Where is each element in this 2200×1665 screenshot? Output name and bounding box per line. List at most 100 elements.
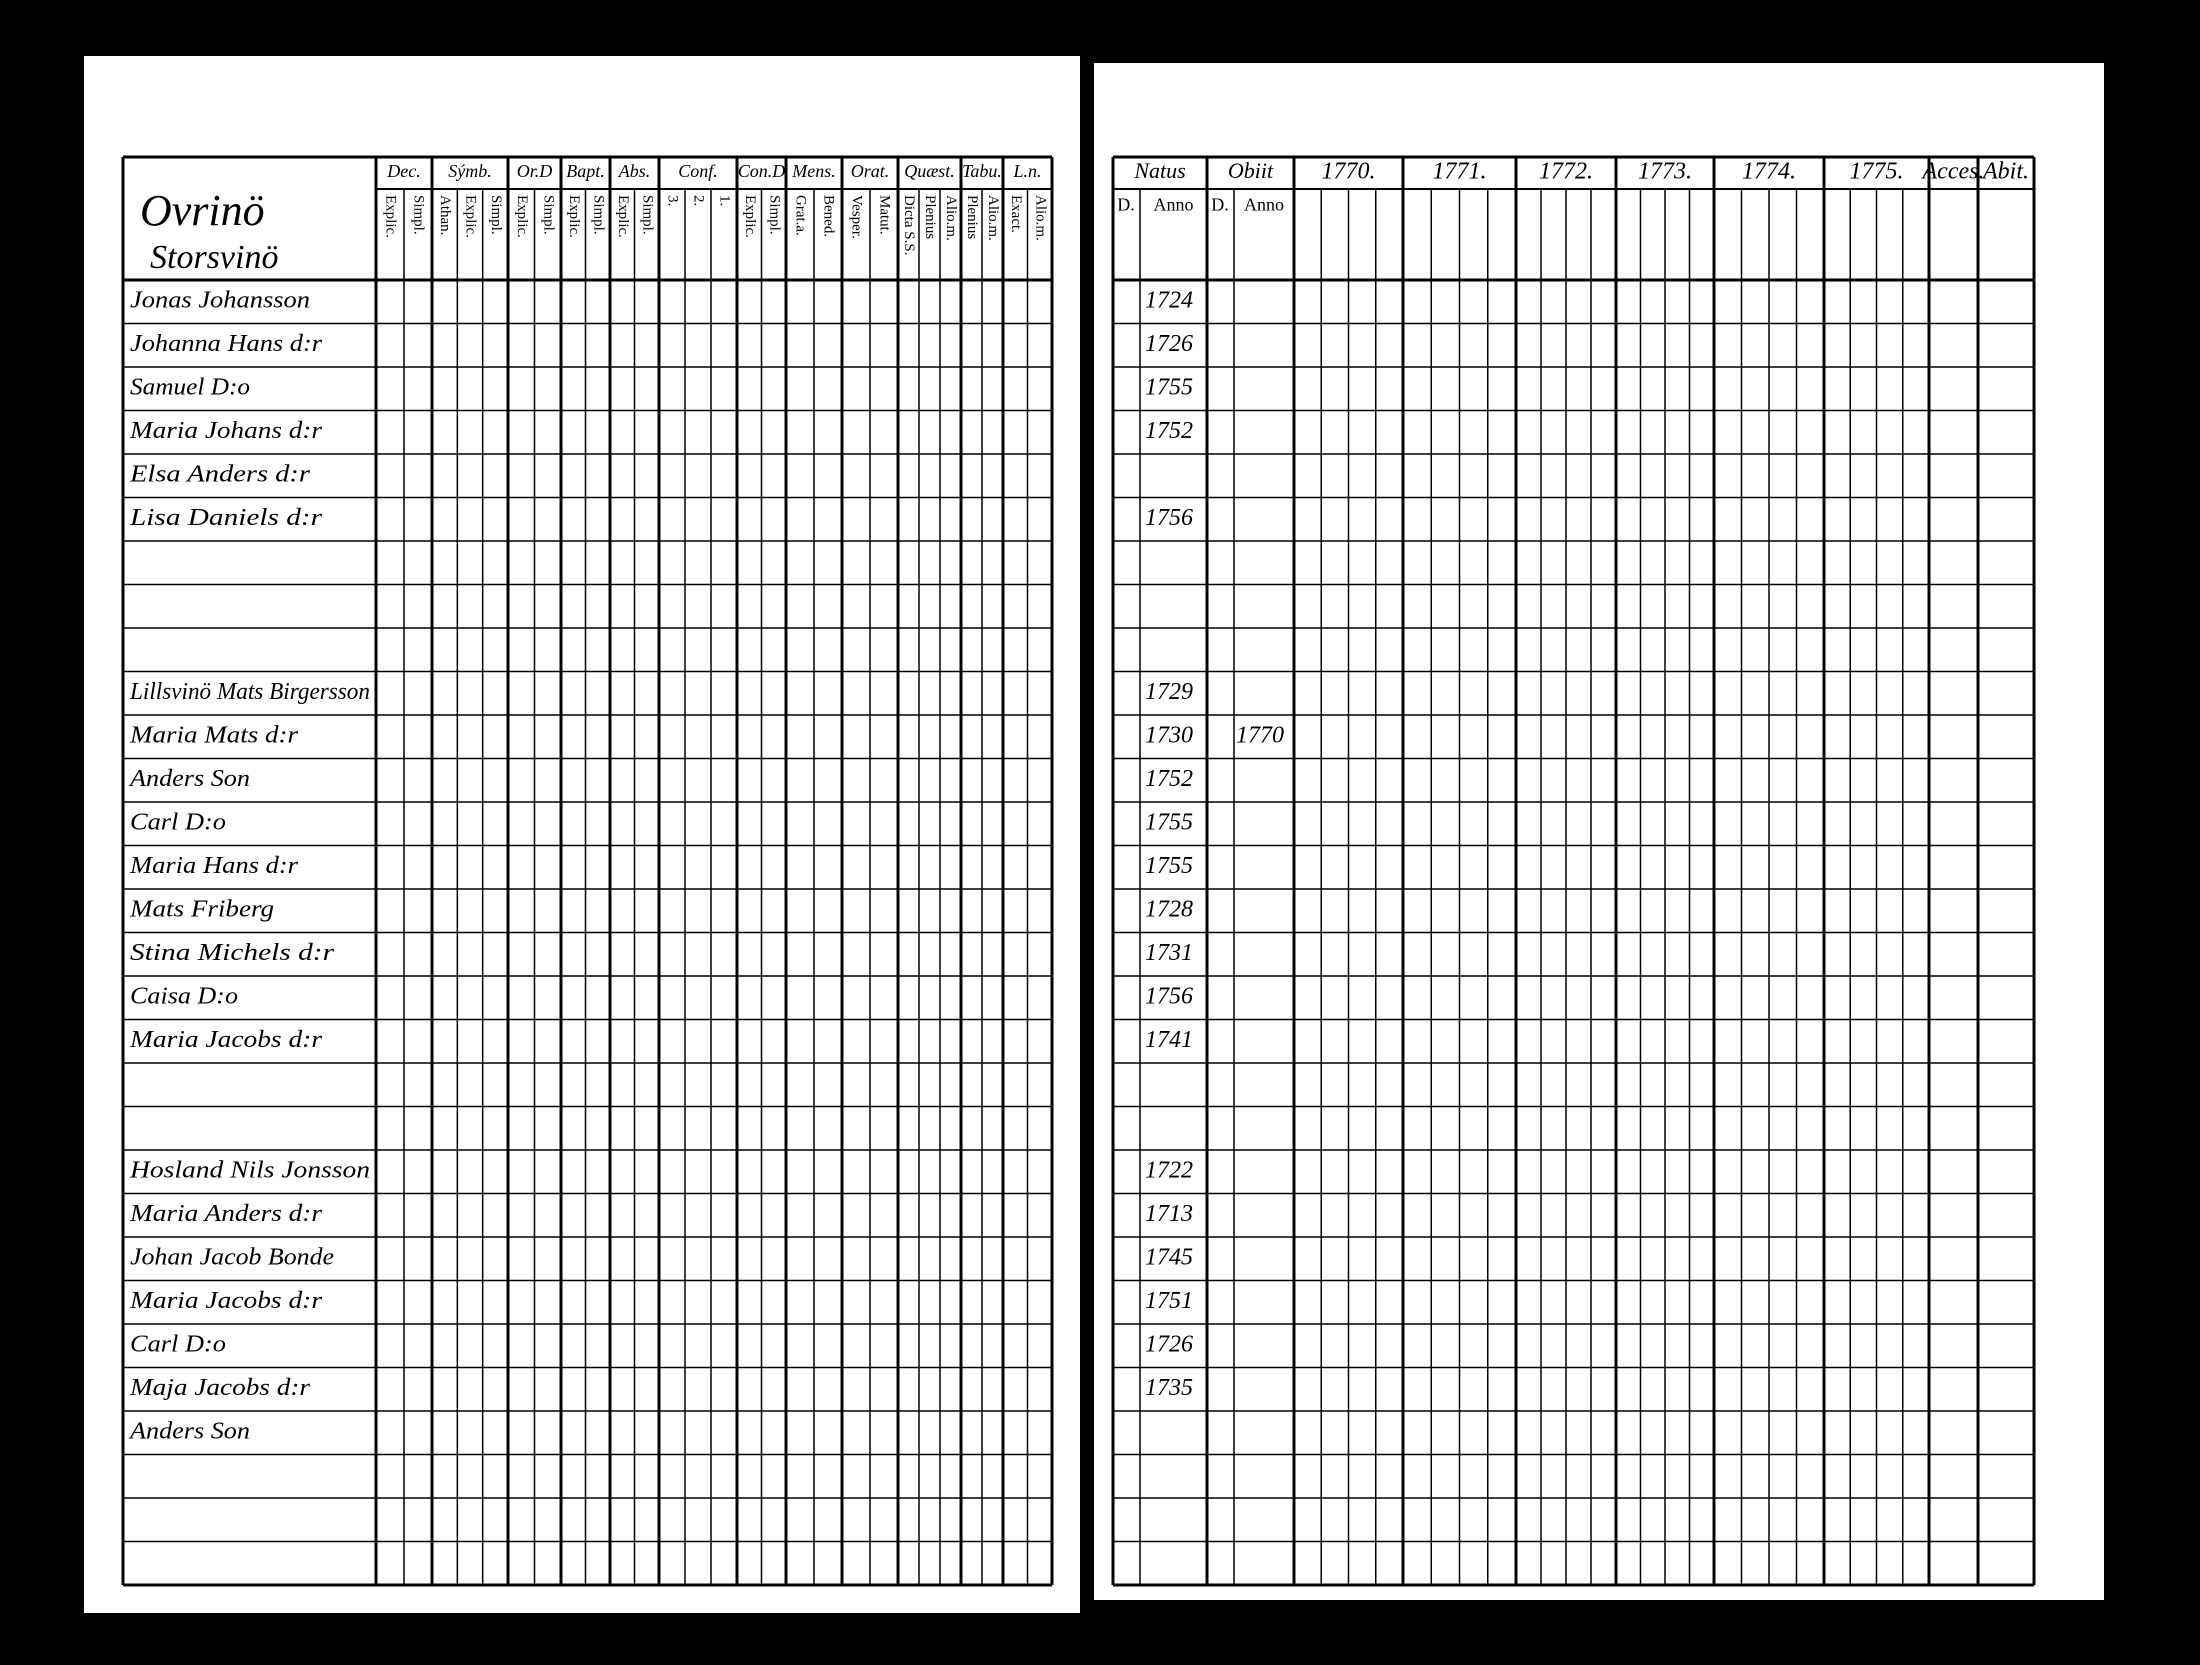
column-head: Mens. [791,161,836,181]
sub-head: Vesper. [849,195,865,239]
column-head: Bapt. [566,161,605,181]
column-head: Tabu. [962,161,1002,181]
sub-head: Bened. [821,195,837,237]
sub-head: Explic. [463,195,479,238]
sub-head: Matut. [877,195,893,235]
column-head: Quæst. [904,161,955,181]
sub-head: Simpl. [488,195,504,235]
column-head: Natus [1133,158,1185,183]
spine [1080,40,1094,1630]
left-page [84,56,1080,1613]
sub-head: Simpl. [639,195,655,235]
column-head: 1771. [1433,159,1487,185]
person-name: Maria Johans d:r [129,418,323,444]
birth-year: 1735 [1145,1375,1193,1401]
birth-year: 1756 [1145,983,1193,1009]
person-name: Maria Mats d:r [129,722,299,748]
column-head: Abit. [1981,159,2029,185]
birth-year: 1730 [1145,722,1193,748]
birth-year: 1726 [1145,1331,1193,1357]
birth-year: 1752 [1145,418,1193,444]
sub-head: 3. [665,195,681,206]
person-name: Caisa D:o [130,983,238,1009]
birth-year: 1741 [1145,1027,1193,1053]
sub-head: Simpl. [540,195,556,235]
person-name: Anders Son [128,1418,250,1444]
sub-head: Explic. [615,195,631,238]
sub-head: Plenius [964,195,980,239]
sub-head: Dicta S.S. [901,195,917,255]
person-name: Lisa Daniels d:r [129,505,323,531]
sub-head: D. [1117,195,1135,215]
sub-head: Alio.m. [1032,195,1048,241]
birth-year: 1713 [1145,1201,1193,1227]
sub-head: Plenius [922,195,938,239]
person-name: Maria Hans d:r [129,853,299,879]
column-head: Dec. [386,161,420,181]
person-name: Maria Anders d:r [129,1201,323,1227]
sub-head: Simpl. [766,195,782,235]
column-head: Abs. [618,161,651,181]
place-name: Ovrinö [140,186,265,235]
birth-year: 1755 [1145,809,1193,835]
column-head: Obiit [1228,158,1274,183]
column-head: Sýmb. [448,161,492,181]
sub-head: Alio.m. [943,195,959,241]
sub-head: Exact. [1008,195,1024,233]
sub-head: Anno [1244,195,1284,215]
birth-year: 1728 [1145,896,1193,922]
sub-head: Explic. [742,195,758,238]
birth-year: 1726 [1145,331,1193,357]
column-head: L.n. [1012,161,1041,181]
person-name: Stina Michels d:r [130,940,335,966]
right-page [1094,63,2104,1600]
column-head: 1775. [1850,159,1904,185]
person-name: Maria Jacobs d:r [129,1027,323,1053]
person-name: Lillsvinö Mats Birgersson [129,679,370,705]
person-name: Hosland Nils Jonsson [129,1157,370,1183]
sub-head: Anno [1154,195,1194,215]
person-name: Elsa Anders d:r [129,461,311,487]
person-name: Maria Jacobs d:r [129,1288,323,1314]
sub-head: Alio.m. [985,195,1001,241]
birth-year: 1731 [1145,940,1193,966]
birth-year: 1729 [1145,679,1193,705]
person-name: Johanna Hans d:r [130,331,323,357]
column-head: 1773. [1638,159,1692,185]
column-head: 1770. [1322,159,1376,185]
birth-year: 1755 [1145,853,1193,879]
sub-head: D. [1211,195,1229,215]
birth-year: 1722 [1145,1157,1193,1183]
sub-head: Simpl. [590,195,606,235]
column-head: Or.D [517,161,553,181]
column-head: Conf. [678,161,718,181]
column-head: Acces. [1921,159,1985,185]
birth-year: 1745 [1145,1244,1193,1270]
sub-head: Explic. [383,195,399,238]
person-name: Carl D:o [130,1331,226,1357]
column-head: Con.D [738,161,786,181]
sub-head: Explic. [566,195,582,238]
column-head: 1772. [1539,159,1593,185]
person-name: Jonas Johansson [130,287,310,313]
person-name: Anders Son [128,766,250,792]
sub-head: Athan. [437,195,453,235]
death-year: 1770 [1236,722,1284,748]
sub-head: 1. [717,195,733,206]
column-head: Orat. [851,161,890,181]
sub-head: Grat.a. [793,195,809,236]
birth-year: 1755 [1145,374,1193,400]
birth-year: 1724 [1145,287,1193,313]
sub-head: Simpl. [411,195,427,235]
person-name: Carl D:o [130,809,226,835]
place-name: Storsvinö [150,239,278,276]
person-name: Johan Jacob Bonde [130,1244,334,1270]
sub-head: Explic. [514,195,530,238]
birth-year: 1756 [1145,505,1193,531]
column-head: 1774. [1742,159,1796,185]
birth-year: 1751 [1145,1288,1193,1314]
sub-head: 2. [691,195,707,206]
birth-year: 1752 [1145,766,1193,792]
person-name: Samuel D:o [130,374,250,400]
